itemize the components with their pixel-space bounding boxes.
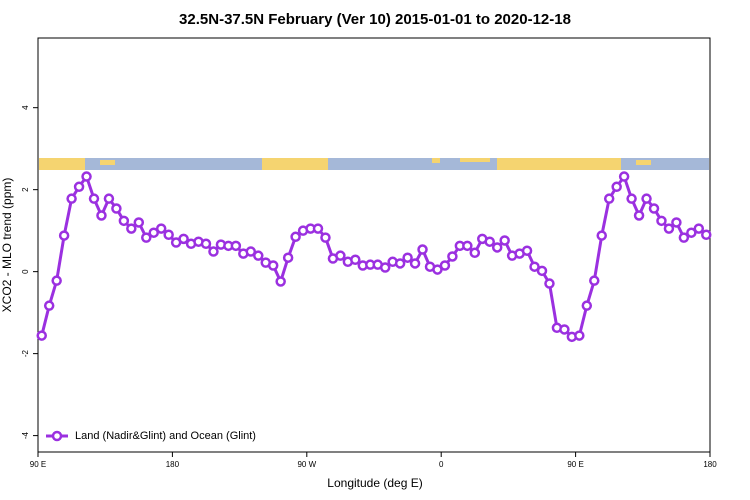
data-point: [267, 260, 279, 271]
y-tick-label: -4: [21, 432, 30, 440]
land-band: [39, 158, 85, 170]
data-point: [282, 252, 294, 263]
data-point: [491, 242, 503, 253]
data-point: [499, 235, 510, 246]
data-point: [88, 193, 100, 204]
y-tick-label: 0: [21, 269, 30, 274]
data-point: [200, 238, 212, 250]
data-point: [36, 330, 47, 341]
data-point: [312, 223, 324, 234]
data-point: [253, 250, 264, 261]
land-band: [460, 158, 490, 162]
y-tick-label: 4: [21, 105, 30, 110]
data-point: [155, 223, 167, 234]
data-point: [678, 232, 690, 243]
data-point: [536, 265, 548, 277]
y-axis-label: XCO2 - MLO trend (ppm): [0, 178, 14, 313]
data-point: [544, 278, 555, 289]
data-point: [484, 236, 495, 247]
data-point: [603, 193, 615, 204]
data-point: [693, 223, 705, 234]
x-tick-label: 180: [703, 460, 717, 469]
data-point: [111, 203, 122, 214]
data-point: [51, 275, 62, 286]
data-point: [409, 258, 421, 269]
data-point: [439, 260, 451, 271]
data-point: [118, 215, 130, 227]
data-point: [141, 232, 152, 243]
x-tick-label: 0: [439, 460, 444, 469]
data-point: [671, 217, 682, 228]
data-point: [402, 252, 413, 263]
data-point: [529, 261, 540, 272]
data-point: [96, 210, 107, 221]
data-point: [521, 245, 533, 256]
x-axis-label: Longitude (deg E): [327, 476, 422, 490]
land-band: [636, 160, 651, 165]
data-point: [81, 171, 92, 182]
land-band: [497, 158, 621, 170]
data-point: [394, 258, 406, 269]
data-point: [178, 233, 189, 245]
data-point: [626, 193, 637, 204]
data-point: [648, 203, 660, 214]
data-point: [686, 227, 697, 238]
x-tick-label: 90 E: [567, 460, 583, 469]
data-point: [447, 251, 458, 262]
data-point: [663, 223, 675, 234]
plot-frame: [37, 37, 711, 453]
data-point: [245, 246, 257, 257]
legend-label: Land (Nadir&Glint) and Ocean (Glint): [75, 430, 256, 442]
legend-marker: [51, 430, 63, 442]
data-point: [574, 330, 585, 341]
data-point: [469, 247, 481, 259]
data-point: [611, 181, 622, 193]
data-point: [432, 264, 443, 275]
data-point: [335, 250, 346, 261]
land-ocean-band: [39, 158, 709, 170]
data-point: [66, 193, 77, 204]
x-tick-label: 180: [166, 460, 180, 469]
data-point: [43, 300, 55, 311]
data-point: [379, 262, 391, 273]
data-point: [126, 223, 137, 234]
x-tick-label: 90 W: [297, 460, 316, 469]
data-point: [290, 231, 301, 243]
chart-title: 32.5N-37.5N February (Ver 10) 2015-01-01…: [179, 11, 571, 28]
data-point: [462, 240, 473, 252]
data-point: [701, 229, 712, 241]
x-tick-label: 90 E: [30, 460, 46, 469]
data-point: [320, 232, 331, 243]
data-point: [103, 193, 115, 204]
data-point: [58, 230, 70, 241]
y-tick-label: -2: [21, 350, 30, 358]
land-band: [432, 158, 440, 163]
data-point: [656, 215, 667, 227]
data-point: [641, 193, 652, 204]
data-point: [618, 171, 630, 182]
data-point: [230, 240, 242, 252]
land-band: [262, 158, 328, 170]
data-point: [633, 210, 645, 221]
y-tick-label: 2: [21, 187, 30, 192]
data-point: [208, 246, 219, 257]
data-point: [581, 300, 593, 311]
data-point: [275, 276, 286, 287]
data-point: [163, 229, 174, 241]
data-point: [596, 230, 607, 241]
data-point: [350, 254, 361, 266]
data-point: [148, 227, 159, 238]
data-point: [417, 244, 428, 255]
land-band: [100, 160, 115, 165]
data-point: [73, 181, 85, 193]
data-point: [589, 275, 600, 286]
data-point: [133, 217, 145, 228]
data-point: [559, 324, 570, 335]
